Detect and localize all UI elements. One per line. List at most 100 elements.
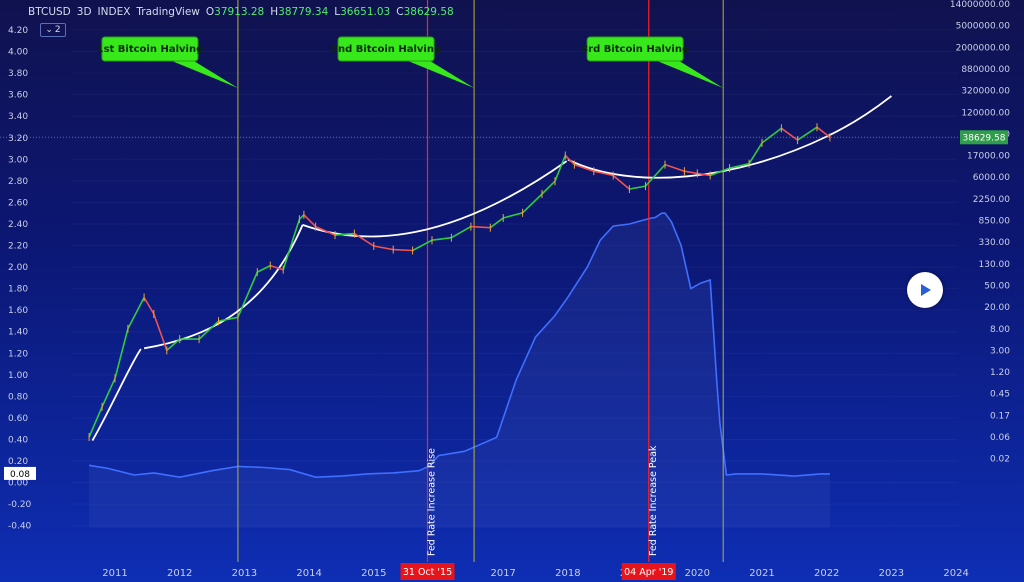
right-axis-tick: 20.00 <box>984 303 1010 313</box>
interval-label[interactable]: 3D <box>76 6 92 18</box>
price-segment <box>541 180 556 195</box>
price-segment <box>748 142 763 165</box>
x-axis-tick: 2011 <box>102 568 127 579</box>
price-segment <box>373 245 394 251</box>
price-segment <box>816 126 831 138</box>
price-segment <box>470 225 491 229</box>
left-axis-tick: 3.20 <box>8 134 28 144</box>
right-axis-tick: 14000000.00 <box>950 0 1010 10</box>
price-segment <box>664 163 685 172</box>
right-axis-tick: 8.00 <box>990 325 1010 335</box>
annotations: 1st Bitcoin Halving 2nd Bitcoin Halving 3r… <box>97 36 724 88</box>
callout-pointer <box>171 61 238 88</box>
right-axis-tick: 3.00 <box>990 346 1010 356</box>
price-segment <box>564 154 575 166</box>
event-lines: Fed Rate Increase Rise 31 Oct '15 Fed Rate… <box>237 0 724 580</box>
left-axis-tick: 1.80 <box>8 285 28 295</box>
x-axis-tick: 2018 <box>555 568 580 579</box>
left-axis-tick: 3.80 <box>8 69 28 79</box>
left-axis-tick: 0.40 <box>8 435 28 445</box>
right-axis-tick: 0.06 <box>990 433 1010 443</box>
left-axis: 4.20 4.00 3.80 3.60 3.40 3.20 3.00 2.80 2.60 2.40… <box>8 26 32 532</box>
price-segment <box>153 313 168 351</box>
symbol-header: BTCUSD 3D INDEX TradingView O37913.28 H3… <box>28 4 454 20</box>
right-axis-tick: 320000.00 <box>961 87 1010 97</box>
x-axis-tick: 2023 <box>879 568 904 579</box>
left-axis-tick: 3.00 <box>8 155 28 165</box>
right-axis-tick: 0.17 <box>990 411 1010 421</box>
price-segment <box>237 271 259 318</box>
low-value: 36651.03 <box>340 6 391 18</box>
price-segment <box>489 217 504 229</box>
x-axis-tick: 2014 <box>296 568 321 579</box>
low-key: L <box>334 6 341 18</box>
callout-pointer <box>408 61 475 88</box>
close-value: 38629.58 <box>403 6 454 18</box>
left-axis-tick: 1.00 <box>8 371 28 381</box>
right-axis-tick: 1.20 <box>990 368 1010 378</box>
right-axis-tick: 2250.00 <box>973 195 1010 205</box>
price-segment <box>101 378 116 408</box>
high-key: H <box>270 6 279 18</box>
indicator-line <box>88 212 830 479</box>
left-axis-tick: 1.60 <box>8 306 28 316</box>
indicators-toggle[interactable]: ⌄ 2 <box>40 23 66 37</box>
left-axis-tick: 2.80 <box>8 177 28 187</box>
left-axis-tick: 3.40 <box>8 112 28 122</box>
left-axis-tick: 1.40 <box>8 328 28 338</box>
support-curves <box>91 95 892 442</box>
price-segment <box>198 320 220 340</box>
symbol-name[interactable]: BTCUSD <box>28 6 71 18</box>
x-axis-tick: 2012 <box>167 568 192 579</box>
open-value: 37913.28 <box>214 6 265 18</box>
x-axis-tick: 2015 <box>361 568 386 579</box>
right-axis-tick: 2000000.00 <box>956 43 1011 53</box>
price-segment <box>315 225 336 236</box>
price-segment <box>522 193 543 214</box>
open-key: O <box>205 6 215 18</box>
price-segment <box>412 239 433 252</box>
x-axis-tick: 2021 <box>749 568 774 579</box>
price-segment <box>709 167 730 177</box>
right-axis-tick: 0.45 <box>990 390 1010 400</box>
halving-label: 1st Bitcoin Halving <box>97 44 204 55</box>
price-segment <box>114 328 129 379</box>
fed-event-label: Fed Rate Increase Peak <box>648 445 659 556</box>
price-segment <box>451 225 472 239</box>
price-segment <box>353 232 375 247</box>
play-icon <box>921 284 931 296</box>
left-axis-tick: 2.40 <box>8 220 28 230</box>
x-axis: 2011201220132014201520162017201820192020… <box>102 568 969 579</box>
replay-button[interactable] <box>907 272 943 308</box>
price-segment <box>298 214 305 220</box>
left-axis-tick: 2.20 <box>8 242 28 252</box>
halving-callout <box>586 36 684 62</box>
price-segment <box>629 185 646 190</box>
fed-date-tag <box>621 563 676 580</box>
right-axis-tick: 330.00 <box>979 238 1011 248</box>
right-axis: 14000000.00 5000000.00 2000000.00 880000.00… <box>950 0 1010 465</box>
price-segment <box>270 264 284 271</box>
fed-date-tag <box>400 563 455 580</box>
price-segment <box>431 236 452 241</box>
price-layer: 38629.58 <box>88 123 1008 441</box>
close-key: C <box>396 6 404 18</box>
price-segment <box>761 127 782 144</box>
left-axis-tick: 2.00 <box>8 263 28 273</box>
x-axis-tick: 2020 <box>685 568 710 579</box>
left-axis-tick: -0.20 <box>8 500 32 510</box>
exchange-label: INDEX <box>97 6 131 18</box>
left-axis-tick: -0.40 <box>8 522 32 532</box>
right-axis-tick: 0.02 <box>990 455 1010 465</box>
price-segment <box>729 162 750 169</box>
price-segment <box>303 214 317 228</box>
price-segment <box>574 163 595 172</box>
price-segment <box>393 248 413 252</box>
halving-callout <box>337 36 435 62</box>
price-segment <box>218 316 239 322</box>
x-axis-tick: 2024 <box>943 568 968 579</box>
price-segment <box>88 406 103 438</box>
left-axis-tick: 0.80 <box>8 392 28 402</box>
x-axis-tick: 2022 <box>814 568 839 579</box>
price-segment <box>166 338 181 352</box>
